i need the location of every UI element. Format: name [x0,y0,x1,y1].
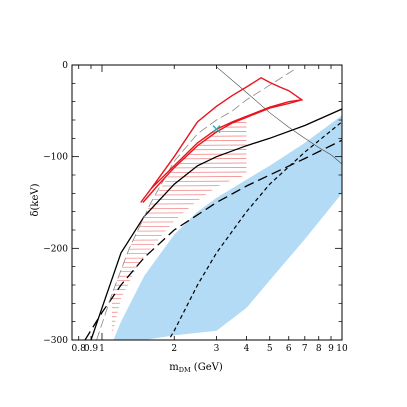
x-axis: 0.80.9 1 2 3 4 5 6 7 8 9 10 [72,65,348,354]
series-dash-short [168,121,342,340]
hatch-line [111,130,247,133]
x-tick-label: 10 [336,344,348,354]
x-tick-label: 4 [244,344,250,354]
allowed-band [113,115,342,340]
hatch-line [72,109,342,111]
x-tick-label: 9 [328,344,334,354]
best-fit-marker [212,125,221,134]
x-tick-label: 7 [302,344,308,354]
series-solid [90,108,342,340]
hatch-line [111,333,247,336]
x-tick-label: 6 [286,344,292,354]
curves [84,66,342,340]
y-tick-label: −200 [43,244,68,254]
y-tick-label: −300 [43,336,68,346]
red-contour-outer [140,76,304,203]
hatch-line [72,338,342,340]
x-tick-label: 0.9 [84,344,99,354]
hatch-line [111,121,247,124]
hatch-line [72,91,342,93]
x-axis-label: mDM (GeV) [169,362,223,374]
hatch-line [72,73,342,75]
y-tick-label: 0 [62,61,68,71]
x-tick-label: 1 [99,344,105,354]
series-dash-long [84,139,342,340]
hatch-line [72,104,342,106]
hatch-line [72,77,342,79]
hatch-line [111,117,247,120]
x-tick-label: 0.8 [72,344,87,354]
series-thin [216,66,342,165]
hatch-line [72,82,342,84]
x-tick-label: 5 [267,344,273,354]
x-tick-label: 3 [214,344,220,354]
plot-frame [71,64,343,341]
y-axis-label: δ(keV) [30,183,41,216]
y-tick-label: −100 [43,153,68,163]
best-fit-stroke [212,125,221,134]
x-tick-label: 2 [171,344,177,354]
hatch-line [72,95,342,97]
hatch-line [72,68,342,70]
hatch-line [72,86,342,88]
red-contour-inner [142,99,302,203]
hatch-line [111,139,247,142]
series-gray-dash [96,67,298,340]
x-tick-label: 8 [316,344,322,354]
y-axis: 0 −100 −200 −300 [43,61,342,346]
